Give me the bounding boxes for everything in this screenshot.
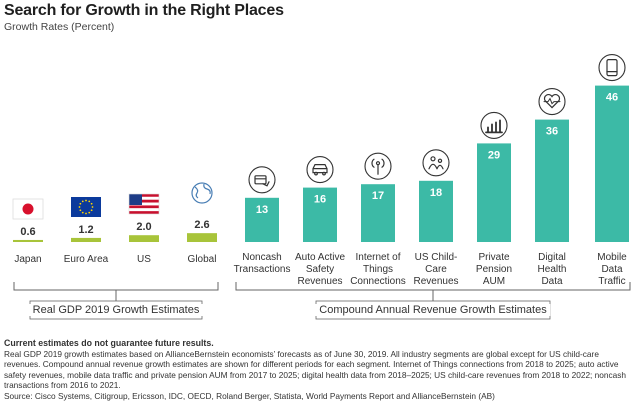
globe-icon — [191, 182, 213, 204]
gdp-bar — [13, 239, 43, 242]
cagr-value-label: 36 — [546, 126, 558, 138]
antenna-icon — [364, 152, 392, 180]
gdp-group-bracket — [13, 282, 219, 291]
chart-subtitle: Growth Rates (Percent) — [4, 21, 115, 33]
chart-title: Search for Growth in the Right Places — [4, 2, 284, 19]
cagr-value-label: 29 — [488, 149, 500, 161]
source-text: Source: Cisco Systems, Citigroup, Ericss… — [4, 390, 495, 401]
gdp-value-label: 2.6 — [194, 219, 209, 231]
footnotes: Current estimates do not guarantee futur… — [4, 338, 636, 402]
gdp-value-label: 0.6 — [20, 226, 35, 238]
eu-flag-icon — [71, 197, 101, 217]
japan-flag-icon — [12, 198, 44, 220]
card-payment-icon — [248, 166, 276, 194]
cagr-bar — [477, 143, 511, 242]
cagr-value-label: 13 — [256, 204, 268, 216]
cagr-value-label: 18 — [430, 187, 442, 199]
cagr-category-label: Mobile Data Traffic — [597, 252, 627, 287]
cagr-bar — [361, 184, 395, 242]
children-icon — [422, 149, 450, 177]
cagr-bar — [303, 187, 337, 242]
smartphone-icon — [598, 54, 626, 82]
disclaimer-text: Current estimates do not guarantee futur… — [4, 338, 214, 348]
cagr-bar — [535, 119, 569, 242]
gdp-category-label: Euro Area — [64, 254, 109, 265]
gdp-bar — [71, 237, 101, 242]
car-icon — [306, 156, 334, 184]
cagr-value-label: 16 — [314, 194, 326, 206]
growth-bars-icon — [480, 111, 508, 139]
gdp-category-label: Japan — [14, 254, 41, 265]
cagr-bar — [419, 180, 453, 242]
cagr-bar — [595, 85, 629, 242]
gdp-group-label: Real GDP 2019 Growth Estimates — [28, 304, 204, 316]
cagr-category-label: Private Pension AUM — [476, 252, 512, 287]
cagr-value-label: 46 — [606, 92, 618, 104]
gdp-category-label: Global — [188, 254, 217, 265]
cagr-value-label: 17 — [372, 190, 384, 202]
heart-monitor-icon — [538, 88, 566, 116]
gdp-value-label: 1.2 — [78, 224, 93, 236]
cagr-category-label: Noncash Transactions — [234, 252, 291, 275]
cagr-category-label: US Child-Care Revenues — [413, 252, 458, 287]
cagr-group-label: Compound Annual Revenue Growth Estimates — [315, 304, 551, 316]
bracket-connector — [115, 290, 434, 301]
cagr-category-label: Auto Active Safety Revenues — [295, 252, 345, 287]
gdp-value-label: 2.0 — [136, 221, 151, 233]
cagr-category-label: Digital Health Data — [538, 252, 567, 287]
cagr-category-label: Internet of Things Connections — [350, 252, 406, 287]
gdp-bar — [187, 233, 217, 242]
gdp-bar — [129, 235, 159, 242]
us-flag-icon — [128, 193, 160, 215]
notes-body-text: Real GDP 2019 growth estimates based on … — [4, 348, 627, 391]
cagr-bar — [245, 197, 279, 242]
growth-bar-chart: 0.6 Japan 1.2 Euro Area 2.0 US 2.6 Global 13 Nonc… — [12, 54, 631, 320]
gdp-category-label: US — [137, 254, 151, 265]
